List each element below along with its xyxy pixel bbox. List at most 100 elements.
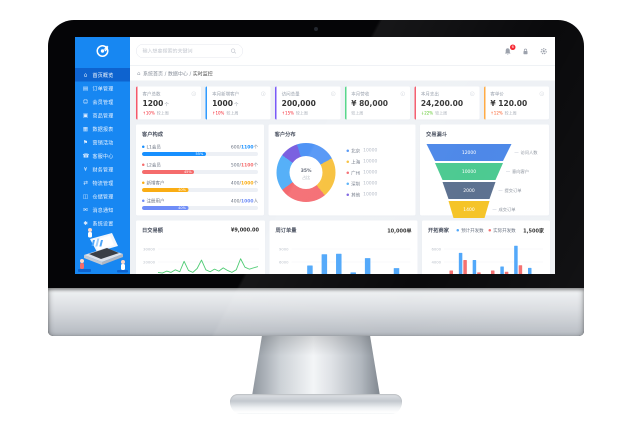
marketing-icon: ⚑: [83, 139, 88, 146]
sidebar-item-home[interactable]: ⌂ 首页概览: [75, 68, 130, 82]
panel-customer-distribution: 客户分布 35% 占比 北京 10000 上海 10000 广州 10000 深圳 10000…: [268, 124, 416, 216]
sidebar-item-members[interactable]: ☺ 会员管理: [75, 95, 130, 109]
kpi-row: 客户总数 1200个 ↑10% 较上周 本月新增客户 1000个 ↑10% 较上周 访问总量 20…: [136, 86, 550, 120]
progress-row: L2会员 500/1100个 45%: [142, 162, 259, 174]
kpi-card: 本月支出 24,200.00 ↓22% 较上周: [414, 86, 480, 120]
sidebar-item-label: 客服中心: [92, 154, 114, 160]
dashboard-app: ⌂ 首页概览 ▤ 订单管理 ☺ 会员管理 ▣ 商品管理 ▦ 数据报表 ⚑ 营销活动 ☎ 客服中心 ¥ 财务管理…: [75, 37, 555, 274]
bar-chart: 9000 6000 3000: [276, 234, 412, 274]
home-icon: ⌂: [83, 71, 88, 79]
warehouse-icon: ◫: [82, 193, 89, 200]
card-settings-icon[interactable]: [330, 91, 336, 96]
sidebar-item-messages[interactable]: ✉ 消息通知: [75, 203, 130, 217]
panel-title: 日交易额: [142, 227, 163, 234]
monitor-stand-neck: [252, 334, 380, 396]
sidebar-item-settings[interactable]: ✱ 系统设置: [75, 217, 130, 231]
sidebar-item-reports[interactable]: ▦ 数据报表: [75, 122, 130, 136]
sidebar-item-label: 会员管理: [92, 100, 114, 106]
orders-icon: ▤: [82, 85, 89, 92]
sidebar-item-logistics[interactable]: ⇄ 物流管理: [75, 176, 130, 190]
sidebar-item-label: 财务管理: [92, 167, 114, 174]
panel-daily-trade: 日交易额 ¥9,000.00 30000 20000 10000: [136, 220, 265, 275]
kpi-delta: ↑15% 较上周: [281, 111, 308, 116]
svg-text:6000: 6000: [279, 261, 289, 265]
svg-text:意向客户: 意向客户: [512, 168, 529, 175]
panel-title: 周订单量: [275, 227, 297, 234]
svg-text:6000: 6000: [431, 248, 441, 252]
card-settings-icon[interactable]: [191, 91, 197, 96]
legend-item[interactable]: 深圳 10000: [346, 180, 377, 187]
sidebar-item-label: 首页概览: [92, 73, 114, 79]
kpi-card: 本月营收 ¥ 80,000 较上周: [344, 86, 410, 120]
legend-item[interactable]: 北京 10000: [346, 147, 377, 154]
logo[interactable]: [75, 37, 130, 64]
legend-item[interactable]: 预计开发数: [456, 227, 484, 234]
donut-percent: 35: [300, 168, 307, 174]
kpi-delta: 较上周: [351, 111, 364, 116]
legend-item[interactable]: 其他 10000: [346, 191, 377, 198]
search-input[interactable]: [142, 48, 231, 54]
kpi-value: 200,000: [281, 99, 316, 108]
search-icon[interactable]: [230, 48, 237, 54]
members-icon: ☺: [82, 98, 89, 106]
sidebar-item-label: 消息通知: [92, 208, 114, 214]
kpi-value: 1200个: [142, 99, 169, 108]
kpi-card: 本月新增客户 1000个 ↑10% 较上周: [205, 86, 271, 120]
breadcrumb: ⌂ 系统首页 / 数据中心 / 实时监控: [130, 66, 555, 81]
merchant-total: 1,500家: [523, 228, 544, 235]
donut-center: 35% 占比: [289, 156, 323, 189]
notification-bell-icon[interactable]: 6: [504, 44, 516, 55]
kpi-delta: ↓22% 较上周: [420, 111, 448, 116]
monitor-bezel: ⌂ 首页概览 ▤ 订单管理 ☺ 会员管理 ▣ 商品管理 ▦ 数据报表 ⚑ 营销活动 ☎ 客服中心 ¥ 财务管理…: [48, 20, 584, 336]
sidebar-item-products[interactable]: ▣ 商品管理: [75, 109, 130, 123]
card-settings-icon[interactable]: [539, 91, 545, 96]
progress-row: 新增客户 400/1000个 40%: [142, 180, 259, 192]
kpi-delta: ↑10% 较上周: [212, 111, 239, 116]
kpi-delta: ↑10% 较上周: [142, 111, 169, 116]
grouped-bar-chart: 6000 4000 2000: [428, 234, 544, 274]
sidebar-item-finance[interactable]: ¥ 财务管理: [75, 163, 130, 177]
monitor-stand-base: [230, 394, 402, 414]
panel-customer-composition: 客户构成 L1会员 600/1100个 55% L2会员 500/1100个 45% 新增客…: [136, 124, 265, 216]
sidebar-item-warehouse[interactable]: ◫ 仓储管理: [75, 190, 130, 204]
svg-text:10000: 10000: [462, 169, 476, 175]
legend-item[interactable]: 实际开发数: [488, 227, 516, 234]
svg-text:访问人数: 访问人数: [521, 149, 539, 156]
svg-text:10000: 10000: [143, 274, 156, 275]
panel-title: 交易漏斗: [426, 131, 447, 138]
reports-icon: ▦: [82, 125, 89, 133]
kpi-value: 24,200.00: [420, 99, 464, 108]
breadcrumb-separator: /: [162, 71, 168, 78]
main-content: 客户总数 1200个 ↑10% 较上周 本月新增客户 1000个 ↑10% 较上周 访问总量 20…: [130, 81, 555, 275]
mid-row: 客户构成 L1会员 600/1100个 55% L2会员 500/1100个 45% 新增客…: [136, 124, 549, 218]
target-logo-icon: [96, 45, 109, 57]
sidebar-item-marketing[interactable]: ⚑ 营销活动: [75, 136, 130, 150]
kpi-label: 本月新增客户: [212, 92, 240, 97]
gear-icon[interactable]: [540, 47, 548, 55]
search-box[interactable]: [136, 44, 243, 58]
breadcrumb-home-icon[interactable]: ⌂: [137, 70, 141, 77]
monitor-chin: [48, 288, 584, 336]
kpi-label: 本月营收: [351, 92, 370, 97]
svg-text:成交订单: 成交订单: [499, 206, 517, 213]
monitor-camera: [314, 27, 318, 31]
svg-text:20000: 20000: [143, 261, 156, 265]
legend-item[interactable]: 上海 10000: [346, 158, 377, 165]
breadcrumb-item[interactable]: 数据中心: [167, 71, 188, 78]
sidebar-item-label: 系统设置: [92, 221, 114, 228]
breadcrumb-item[interactable]: 系统首页: [142, 71, 163, 78]
finance-icon: ¥: [83, 166, 88, 173]
card-settings-icon[interactable]: [261, 91, 266, 96]
svg-text:30000: 30000: [143, 248, 156, 252]
topbar-icons: 6: [504, 37, 548, 66]
legend-item[interactable]: 广州 10000: [346, 169, 377, 176]
sidebar-item-orders[interactable]: ▤ 订单管理: [75, 82, 130, 96]
kpi-label: 客单价: [490, 92, 504, 97]
sidebar-item-label: 营销活动: [92, 140, 114, 147]
sidebar-item-service[interactable]: ☎ 客服中心: [75, 149, 130, 163]
lock-icon[interactable]: [522, 47, 530, 55]
card-settings-icon[interactable]: [469, 91, 475, 96]
topbar: 6: [130, 37, 555, 66]
card-settings-icon[interactable]: [400, 91, 405, 96]
kpi-label: 访问总量: [281, 92, 300, 97]
